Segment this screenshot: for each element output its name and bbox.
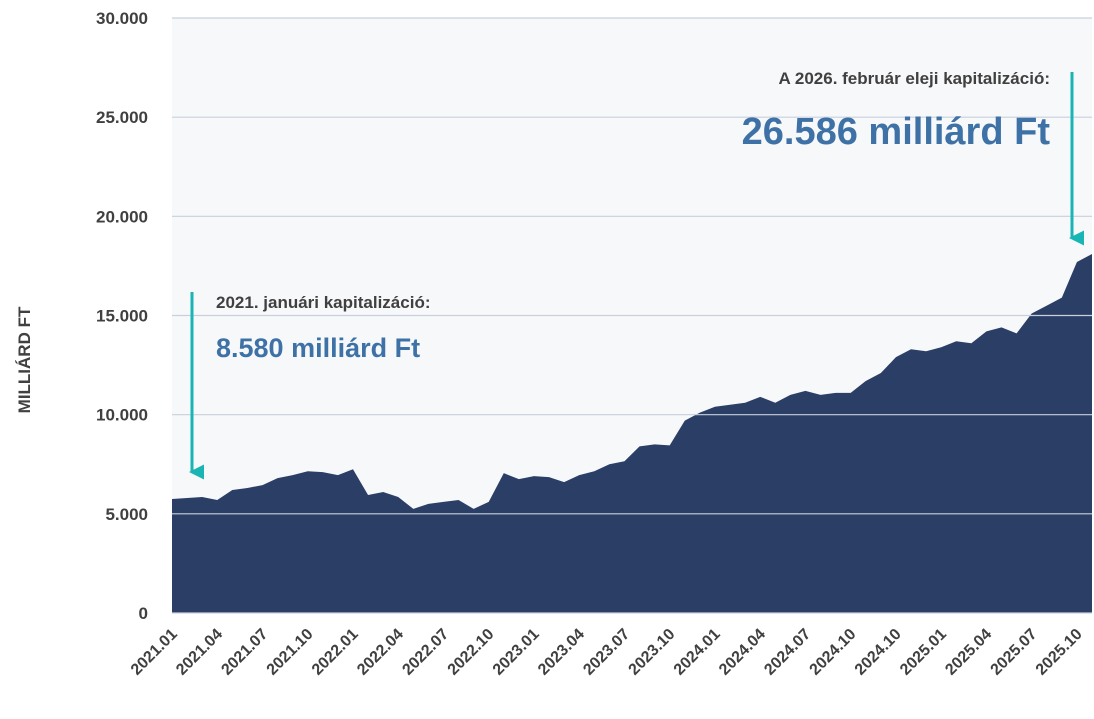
y-tick-label: 20.000 [96, 207, 148, 226]
x-tick-label: 2022.07 [399, 626, 452, 679]
annotation: A 2026. február eleji kapitalizáció: [779, 69, 1051, 88]
chart: MILLIÁRD FT 0 5.000 10.000 15.000 20.000 25.0… [0, 0, 1094, 714]
x-tick-label: 2025.10 [1033, 626, 1086, 679]
x-tick-label: 2024.04 [716, 626, 769, 679]
x-tick-label: 2025.04 [942, 626, 995, 679]
x-tick-label: 2023.07 [580, 626, 633, 679]
annotation: 2021. januári kapitalizáció: [216, 293, 430, 312]
y-tick-label: 30.000 [96, 9, 148, 28]
x-tick-label: 2021.04 [173, 626, 226, 679]
x-tick-label: 2024.10 [807, 626, 860, 679]
x-tick-label: 2021.07 [218, 626, 271, 679]
annotation: 26.586 milliárd Ft [742, 111, 1051, 153]
x-tick-label: 2022.04 [354, 626, 407, 679]
y-tick-label: 25.000 [96, 108, 148, 127]
x-tick-label: 2023.01 [490, 626, 543, 679]
x-tick-label: 2023.10 [626, 626, 679, 679]
x-tick-label: 2025.07 [988, 626, 1041, 679]
x-tick-label: 2022.10 [445, 626, 498, 679]
x-tick-label: 2021.01 [128, 626, 181, 679]
x-tick-label: 2024.07 [761, 626, 814, 679]
x-tick-label: 2021.10 [264, 626, 317, 679]
y-tick-label: 10.000 [96, 406, 148, 425]
x-tick-label: 2022.01 [309, 626, 362, 679]
y-tick-label: 5.000 [105, 505, 148, 524]
x-tick-label: 2025.01 [897, 626, 950, 679]
y-tick-label: 15.000 [96, 307, 148, 326]
x-tick-label: 2023.04 [535, 626, 588, 679]
y-tick-label: 0 [139, 604, 148, 623]
annotation: 8.580 milliárd Ft [216, 333, 420, 363]
x-tick-label: 2024.10 [852, 626, 905, 679]
x-tick-label: 2024.01 [671, 626, 724, 679]
y-axis-label: MILLIÁRD FT [15, 306, 34, 413]
